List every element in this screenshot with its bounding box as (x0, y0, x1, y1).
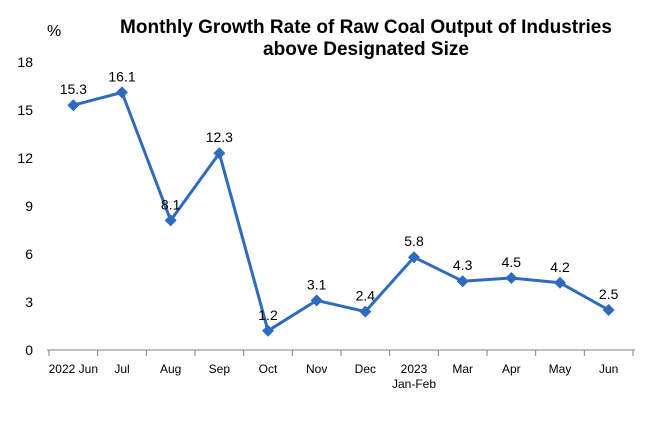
data-label: 8.1 (161, 196, 181, 212)
x-tick-label: Jul (114, 362, 129, 376)
y-tick-label: 0 (25, 342, 33, 358)
y-tick-label: 18 (17, 54, 33, 70)
data-point-marker (602, 304, 615, 316)
data-point-marker (164, 214, 177, 227)
x-tick-label: Apr (502, 362, 521, 376)
y-tick-label: 6 (25, 246, 33, 262)
data-label: 1.2 (258, 307, 278, 323)
data-label: 4.5 (502, 254, 522, 270)
data-point-marker (408, 251, 420, 264)
x-tick-label: 2022 Jun (49, 362, 98, 376)
x-tick-label: Aug (160, 362, 181, 376)
series-markers (67, 86, 615, 337)
data-labels: 15.3 16.1 8.1 12.3 1.2 3.1 2.4 5.8 4.3 4.5 4.2 2.5 (60, 68, 619, 322)
x-tick-label-sub: Jan-Feb (392, 377, 436, 391)
x-tick-label: Dec (355, 362, 376, 376)
x-tick-label: Mar (452, 362, 473, 376)
x-tick-label: Oct (259, 362, 278, 376)
data-label: 15.3 (60, 81, 87, 97)
y-tick-label: 12 (17, 150, 33, 166)
data-label: 5.8 (404, 233, 424, 249)
x-tick-label: Jun (599, 362, 618, 376)
data-point-marker (554, 276, 566, 289)
data-point-marker (505, 272, 518, 284)
data-point-marker (310, 294, 323, 307)
data-label: 12.3 (206, 129, 233, 145)
data-label: 4.2 (550, 259, 570, 275)
data-label: 4.3 (453, 257, 473, 273)
chart-title-line-2: above Designated Size (263, 39, 469, 60)
data-point-marker (213, 147, 226, 160)
x-tick-label: May (549, 362, 572, 376)
x-tick-label: Nov (306, 362, 327, 376)
y-tick-label: 3 (25, 294, 33, 310)
data-label: 2.5 (599, 286, 619, 302)
y-axis-unit-label: % (47, 23, 61, 40)
data-point-marker (116, 86, 128, 99)
data-label: 2.4 (356, 288, 376, 304)
chart-title-line-1: Monthly Growth Rate of Raw Coal Output o… (120, 17, 612, 38)
data-point-marker (359, 305, 372, 318)
data-point-marker (67, 99, 80, 112)
y-axis-ticks: 0 3 6 9 12 15 18 (17, 54, 33, 358)
x-tick-label: Sep (209, 362, 231, 376)
data-point-marker (456, 275, 469, 288)
y-tick-label: 9 (25, 198, 33, 214)
x-tick-label: 2023 (401, 362, 428, 376)
data-label: 3.1 (307, 276, 327, 292)
series-line (72, 90, 610, 333)
data-label: 16.1 (108, 68, 135, 84)
y-tick-label: 15 (17, 102, 33, 118)
data-point-marker (262, 324, 274, 337)
